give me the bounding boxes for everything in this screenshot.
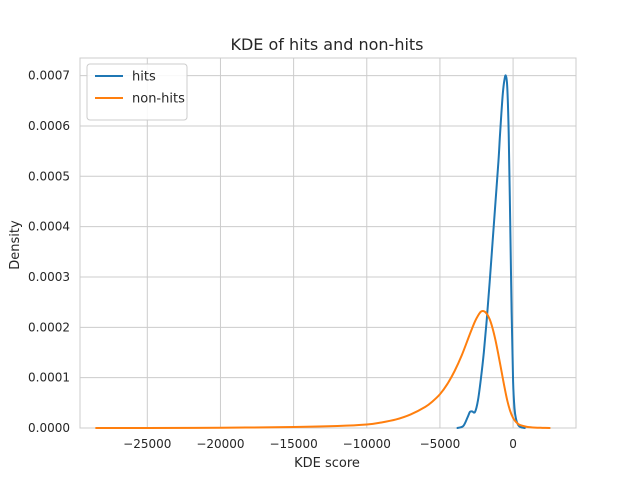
y-tick-label: 0.0002 (28, 320, 70, 334)
legend-box (86, 63, 188, 121)
plot-frame (79, 57, 577, 429)
x-tick-label: −20000 (196, 437, 244, 451)
x-tick-label: −15000 (269, 437, 317, 451)
legend-label: hits (132, 70, 156, 85)
series-line-hits (456, 74, 526, 429)
y-tick-label: 0.0007 (28, 69, 70, 83)
y-tick-labels: 0.0000 0.0001 0.0002 0.0003 0.0004 0.0005 0.00… (28, 69, 70, 435)
y-tick-label: 0.0000 (28, 421, 70, 435)
x-tick-label: −25000 (123, 437, 171, 451)
y-tick-label: 0.0003 (28, 270, 70, 284)
y-tick-label: 0.0005 (28, 169, 70, 183)
grid (80, 58, 576, 429)
x-tick-label: 0 (509, 437, 517, 451)
chart-title: KDE of hits and non-hits (230, 35, 423, 54)
series-lines (95, 74, 551, 429)
y-axis-label: Density (8, 220, 23, 270)
y-tick-label: 0.0006 (28, 119, 70, 133)
legend: hits non-hits (86, 63, 188, 121)
x-axis-label: KDE score (294, 456, 360, 471)
y-tick-label: 0.0004 (28, 220, 70, 234)
legend-label: non-hits (132, 92, 185, 107)
x-tick-label: −10000 (343, 437, 391, 451)
x-tick-label: −5000 (420, 437, 461, 451)
series-line-non-hits (95, 310, 551, 429)
y-tick-label: 0.0001 (28, 371, 70, 385)
x-tick-labels: −25000 −20000 −15000 −10000 −5000 0 (123, 437, 517, 451)
